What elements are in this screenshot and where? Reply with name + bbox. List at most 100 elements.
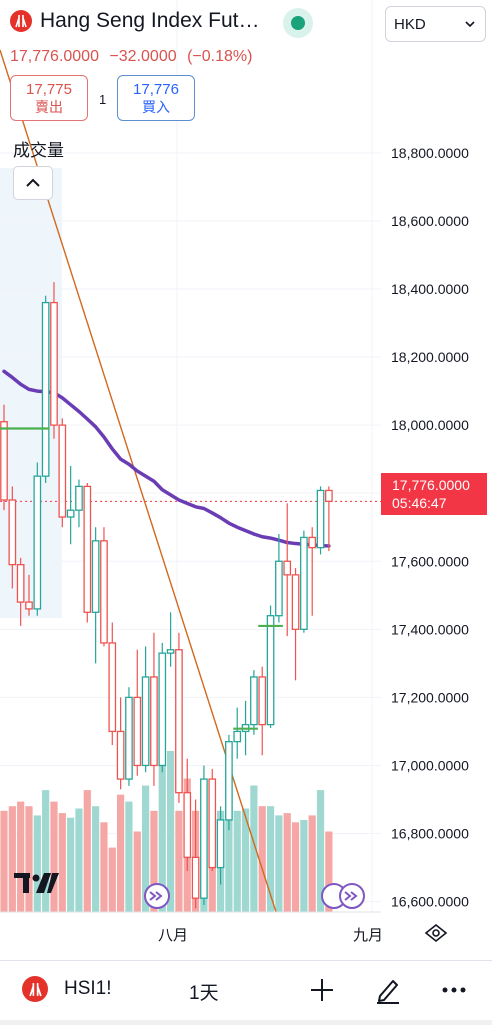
more-options-icon[interactable]	[439, 975, 469, 1005]
last-price: 17,776.0000	[10, 48, 99, 65]
drawing-pen-icon[interactable]	[373, 975, 403, 1005]
candle	[316, 486, 325, 555]
candle	[166, 612, 175, 667]
volume-bar	[167, 751, 175, 912]
bar-countdown: 05:46:47	[392, 495, 447, 511]
y-tick-label: 17,400.0000	[391, 621, 469, 637]
candle	[33, 462, 42, 616]
volume-indicator-label[interactable]: 成交量	[13, 141, 64, 160]
settings-icon[interactable]	[424, 923, 448, 943]
symbol-search-button[interactable]: HSI1!	[64, 978, 112, 999]
volume-bar	[258, 806, 266, 912]
chevron-up-icon	[26, 178, 40, 187]
volume-bar	[8, 806, 16, 912]
chevron-down-icon	[465, 21, 475, 28]
volume-bar	[50, 801, 58, 912]
candle	[158, 642, 167, 773]
candle	[25, 574, 33, 616]
candle	[125, 687, 133, 786]
volume-bar	[100, 822, 108, 912]
candle	[8, 486, 17, 589]
volume-bar	[17, 801, 25, 912]
x-tick-label-august: 八月	[158, 927, 188, 944]
volume-bar	[33, 815, 41, 912]
candle	[191, 799, 200, 909]
y-tick-label: 17,200.0000	[391, 689, 469, 705]
price-summary: 17,776.0000 −32.0000 (−0.18%)	[10, 48, 258, 66]
candle	[266, 605, 275, 729]
volume-bar	[283, 813, 291, 912]
volume-bar	[175, 810, 183, 912]
candle	[75, 479, 83, 528]
volume-bar	[150, 810, 158, 912]
volume-bar	[25, 806, 33, 912]
volume-bar	[250, 785, 258, 912]
horizontal-marks	[0, 427, 283, 730]
sell-price: 17,775	[26, 81, 72, 99]
candle	[175, 632, 183, 803]
candle	[41, 295, 50, 483]
moving-average-line	[2, 369, 331, 548]
volume-bar	[291, 822, 300, 912]
candle	[16, 557, 25, 626]
hkex-logo-icon	[10, 10, 32, 32]
volume-bar	[75, 808, 83, 912]
candle	[100, 527, 108, 647]
y-tick-label: 18,600.0000	[391, 213, 469, 229]
candle	[225, 734, 233, 831]
currency-select[interactable]: HKD	[385, 6, 486, 42]
market-status-indicator[interactable]	[283, 8, 313, 38]
y-tick-label: 16,800.0000	[391, 826, 469, 842]
volume-bar	[233, 810, 241, 912]
candle	[58, 418, 67, 528]
double-chevron-icon	[149, 891, 163, 901]
candle	[325, 486, 333, 552]
volume-bar	[83, 790, 91, 912]
symbol-header[interactable]: Hang Seng Index Fut…	[10, 9, 259, 33]
volume-bar	[125, 801, 133, 912]
candle	[133, 649, 142, 776]
candle	[233, 707, 242, 759]
candle	[116, 697, 125, 790]
candle	[200, 765, 208, 905]
volume-bar	[308, 815, 316, 912]
add-plus-icon[interactable]	[307, 975, 337, 1005]
candle	[141, 646, 150, 773]
double-chevron-icon	[344, 891, 358, 901]
interval-button[interactable]: 1天	[189, 983, 219, 1004]
y-tick-label: 18,400.0000	[391, 281, 469, 297]
volume-bar	[67, 817, 75, 912]
volume-bar	[117, 794, 125, 912]
price-axis[interactable]: 18,800.0000 18,600.0000 18,400.0000 18,200.…	[391, 145, 469, 910]
event-marker-end[interactable]	[321, 883, 365, 909]
candle	[150, 632, 158, 786]
candle	[258, 666, 267, 756]
candle	[50, 282, 58, 439]
symbol-logo-icon[interactable]	[22, 976, 48, 1002]
x-tick-label-september: 九月	[353, 927, 383, 944]
price-chart[interactable]: 18,800.0000 18,600.0000 18,400.0000 18,200.…	[0, 0, 492, 960]
y-tick-label: 17,600.0000	[391, 553, 469, 569]
sell-button[interactable]: 17,775 賣出	[10, 75, 88, 121]
buy-button[interactable]: 17,776 買入	[117, 75, 195, 121]
bottom-toolbar: HSI1! 1天	[0, 960, 492, 1025]
candle	[0, 404, 8, 511]
spread-value: 1	[99, 92, 107, 107]
event-marker-august[interactable]	[144, 883, 170, 909]
volume-bar	[133, 831, 141, 912]
candle	[83, 482, 92, 623]
collapse-indicators-button[interactable]	[13, 166, 53, 200]
volume-bar	[275, 815, 283, 912]
volume-bar	[241, 808, 250, 912]
price-change-percent: (−0.18%)	[187, 48, 253, 65]
volume-bar	[0, 810, 8, 912]
tradingview-logo-icon[interactable]	[14, 870, 60, 896]
candle	[300, 530, 308, 633]
volume-bar	[42, 790, 50, 912]
volume-bar	[92, 806, 100, 912]
volume-bar	[142, 785, 150, 912]
grid-vertical-lines	[176, 0, 373, 912]
y-tick-label: 18,200.0000	[391, 349, 469, 365]
y-tick-label: 18,800.0000	[391, 145, 469, 161]
candle	[66, 465, 75, 545]
